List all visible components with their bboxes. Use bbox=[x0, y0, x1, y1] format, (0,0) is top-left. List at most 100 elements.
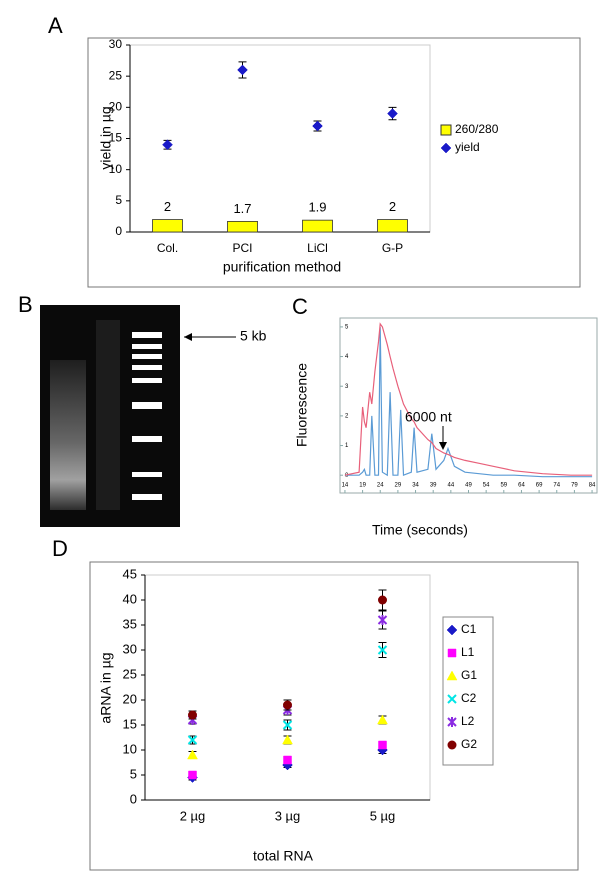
y-tick-label: 20 bbox=[109, 100, 123, 114]
marker bbox=[446, 670, 458, 681]
value-label: 2 bbox=[389, 199, 396, 214]
x-tick-label: 59 bbox=[500, 483, 507, 489]
marker bbox=[378, 595, 387, 605]
y-axis-label: Fluorescence bbox=[294, 363, 310, 447]
y-axis-label: aRNA in µg bbox=[98, 652, 114, 723]
y-tick-label: 25 bbox=[123, 666, 137, 681]
marker bbox=[283, 755, 292, 765]
marker bbox=[188, 770, 197, 780]
y-tick-label: 5 bbox=[130, 766, 137, 781]
x-tick-label: 39 bbox=[430, 483, 437, 489]
gel-image bbox=[40, 305, 180, 527]
legend-label: L2 bbox=[461, 714, 475, 728]
marker bbox=[377, 645, 388, 655]
x-tick-label: 69 bbox=[536, 483, 543, 489]
y-tick-label: 30 bbox=[123, 641, 137, 656]
marker bbox=[187, 735, 198, 745]
value-label: 2 bbox=[164, 199, 171, 214]
marker bbox=[387, 108, 398, 119]
legend-swatch bbox=[440, 124, 452, 136]
x-tick-label: 24 bbox=[377, 483, 384, 489]
marker bbox=[283, 700, 292, 710]
panel-letter: B bbox=[18, 292, 33, 317]
annotation-arrowhead bbox=[439, 442, 447, 450]
marker bbox=[447, 694, 457, 704]
trace bbox=[344, 322, 593, 476]
x-tick-label: 44 bbox=[448, 483, 455, 489]
x-tick-label: 5 µg bbox=[370, 808, 396, 823]
marker bbox=[162, 139, 173, 151]
x-tick-label: LiCl bbox=[307, 241, 328, 255]
x-tick-label: 84 bbox=[589, 483, 596, 489]
y-tick-label: 25 bbox=[109, 68, 123, 82]
panel-frame bbox=[89, 561, 579, 871]
value-label: 1.7 bbox=[233, 201, 251, 216]
panel-frame bbox=[87, 37, 581, 288]
marker bbox=[237, 64, 248, 76]
y-tick-label: 5 bbox=[345, 324, 349, 330]
marker bbox=[440, 142, 452, 154]
trace bbox=[344, 326, 593, 478]
y-tick-label: 1 bbox=[345, 443, 349, 449]
marker bbox=[187, 749, 198, 760]
x-tick-label: G-P bbox=[382, 241, 403, 255]
y-tick-label: 3 bbox=[345, 384, 349, 390]
marker bbox=[188, 710, 197, 720]
annotation: 6000 nt bbox=[405, 409, 452, 425]
panel-letter: D bbox=[52, 536, 68, 561]
x-axis-label: purification method bbox=[223, 259, 341, 275]
legend-frame bbox=[442, 616, 494, 766]
legend-label: C2 bbox=[461, 691, 477, 705]
x-tick-label: 34 bbox=[412, 483, 419, 489]
marker bbox=[312, 120, 323, 132]
x-tick-label: 29 bbox=[395, 483, 402, 489]
marker bbox=[447, 648, 457, 658]
y-tick-label: 35 bbox=[123, 616, 137, 631]
marker bbox=[282, 734, 293, 745]
y-tick-label: 30 bbox=[109, 37, 123, 51]
bar bbox=[152, 219, 183, 233]
y-tick-label: 0 bbox=[130, 791, 137, 806]
legend-label: L1 bbox=[461, 645, 475, 659]
y-tick-label: 10 bbox=[109, 162, 123, 176]
y-tick-label: 45 bbox=[123, 566, 137, 581]
y-tick-label: 10 bbox=[123, 741, 137, 756]
x-tick-label: Col. bbox=[157, 241, 178, 255]
marker bbox=[446, 624, 458, 636]
x-tick-label: PCI bbox=[232, 241, 252, 255]
y-axis-label: yield in µg bbox=[98, 106, 114, 169]
x-tick-label: 2 µg bbox=[180, 808, 206, 823]
bar bbox=[377, 219, 408, 233]
y-tick-label: 5 bbox=[115, 193, 122, 207]
y-tick-label: 40 bbox=[123, 591, 137, 606]
x-tick-label: 14 bbox=[342, 483, 349, 489]
panel-letter: C bbox=[292, 294, 308, 319]
y-tick-label: 15 bbox=[123, 716, 137, 731]
legend-label: 260/280 bbox=[455, 122, 499, 136]
marker bbox=[447, 717, 457, 727]
legend-label: C1 bbox=[461, 622, 477, 636]
annotation: 5 kb bbox=[240, 328, 267, 344]
x-tick-label: 19 bbox=[359, 483, 366, 489]
x-tick-label: 74 bbox=[553, 483, 560, 489]
x-tick-label: 54 bbox=[483, 483, 490, 489]
annotation-arrowhead bbox=[184, 333, 192, 341]
plot-area bbox=[129, 44, 431, 233]
x-tick-label: 3 µg bbox=[275, 808, 301, 823]
y-tick-label: 4 bbox=[345, 354, 349, 360]
marker bbox=[447, 740, 457, 750]
y-tick-label: 20 bbox=[123, 691, 137, 706]
legend-label: G1 bbox=[461, 668, 477, 682]
y-tick-label: 15 bbox=[109, 131, 123, 145]
x-tick-label: 64 bbox=[518, 483, 525, 489]
legend-label: yield bbox=[455, 140, 480, 154]
x-axis-label: total RNA bbox=[253, 848, 314, 864]
bar bbox=[227, 221, 258, 233]
y-tick-label: 0 bbox=[115, 224, 122, 238]
legend-label: G2 bbox=[461, 737, 477, 751]
x-axis-label: Time (seconds) bbox=[372, 522, 468, 538]
y-tick-label: 2 bbox=[345, 413, 349, 419]
panel-letter: A bbox=[48, 13, 63, 38]
